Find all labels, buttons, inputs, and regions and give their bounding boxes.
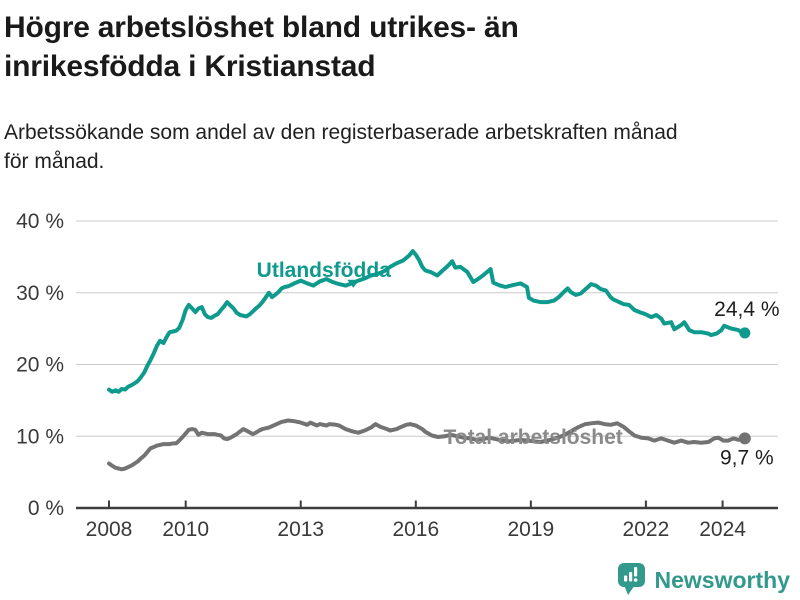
series-label-total: Total arbetslöshet [443,426,622,449]
y-tick-label: 40 % [16,210,64,233]
x-tick-label: 2019 [507,518,554,541]
end-value-label-total: 9,7 % [720,446,774,469]
line-chart: 0 % 10 % 20 % 30 % 40 % 2008 2010 2013 2016 2019 2… [16,210,779,541]
y-tick-label: 30 % [16,282,64,305]
chart-subtitle: Arbetssökande som andel av den registerb… [4,121,678,173]
x-tick-label: 2013 [277,518,324,541]
newsworthy-logo: Newsworthy [617,562,790,598]
series-label-utlandsfodda: Utlandsfödda [257,259,391,282]
series-line-total [107,418,747,472]
x-tick-label: 2016 [392,518,439,541]
x-tick-label: 2008 [86,518,133,541]
x-tick-label: 2010 [162,518,209,541]
series-label-pointer-utlandsfodda [347,279,360,288]
series-end-dot-total [738,432,751,445]
x-tick-label: 2024 [699,518,746,541]
end-value-label-utlandsfodda: 24,4 % [714,298,779,321]
y-tick-label: 20 % [16,354,64,377]
bar-chart-speech-bubble-icon [617,563,645,595]
page-title: Högre arbetslöshet bland utrikes- än inr… [4,11,519,83]
series-line-utlandsfodda [107,249,747,394]
series-end-dot-utlandsfodda [739,327,751,339]
y-tick-label: 10 % [16,425,64,448]
y-tick-label: 0 % [28,497,64,520]
brand-name: Newsworthy [654,566,790,593]
x-tick-label: 2022 [623,518,670,541]
